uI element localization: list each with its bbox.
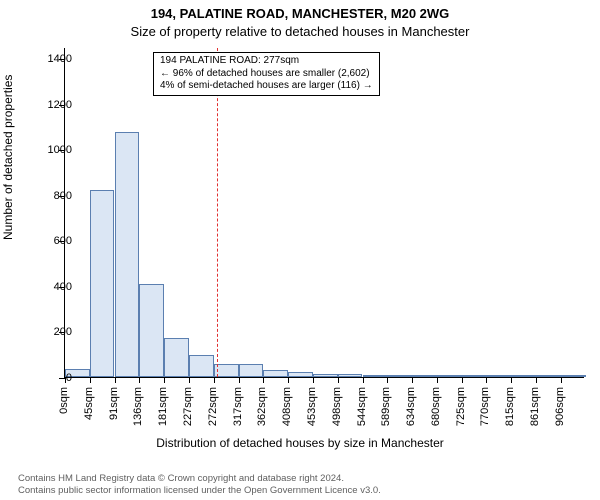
y-tick-label: 200	[54, 326, 72, 338]
x-tick-label: 362sqm	[256, 387, 268, 437]
x-tick-label: 408sqm	[281, 387, 293, 437]
footer-line-2: Contains public sector information licen…	[18, 485, 582, 496]
x-tick	[486, 377, 487, 383]
annotation-line: 4% of semi-detached houses are larger (1…	[160, 80, 373, 93]
x-tick-label: 317sqm	[232, 387, 244, 437]
x-tick-label: 906sqm	[554, 387, 566, 437]
y-tick-label: 0	[66, 372, 72, 384]
x-tick-label: 136sqm	[132, 387, 144, 437]
histogram-bar	[90, 190, 115, 377]
histogram-bar	[139, 284, 164, 377]
x-tick	[462, 377, 463, 383]
x-tick-label: 498sqm	[331, 387, 343, 437]
x-tick	[363, 377, 364, 383]
histogram-bar	[164, 338, 189, 377]
histogram-bar	[115, 132, 140, 377]
histogram-bar	[462, 375, 487, 377]
x-tick-label: 544sqm	[356, 387, 368, 437]
histogram-bar	[486, 375, 511, 377]
x-tick	[139, 377, 140, 383]
y-tick-label: 800	[54, 190, 72, 202]
x-tick-label: 91sqm	[108, 387, 120, 437]
chart-title-2: Size of property relative to detached ho…	[0, 24, 600, 39]
x-tick-label: 272sqm	[207, 387, 219, 437]
x-tick-label: 45sqm	[83, 387, 95, 437]
property-annotation: 194 PALATINE ROAD: 277sqm← 96% of detach…	[153, 52, 380, 96]
x-tick	[511, 377, 512, 383]
x-tick	[313, 377, 314, 383]
x-tick	[561, 377, 562, 383]
x-tick	[387, 377, 388, 383]
x-tick-label: 0sqm	[58, 387, 70, 437]
x-tick	[164, 377, 165, 383]
x-tick-label: 589sqm	[380, 387, 392, 437]
histogram-bar	[189, 355, 214, 377]
x-tick-label: 453sqm	[306, 387, 318, 437]
property-marker-line	[217, 48, 218, 377]
x-tick	[115, 377, 116, 383]
histogram-bar	[338, 374, 363, 377]
x-tick-label: 181sqm	[157, 387, 169, 437]
histogram-bar	[313, 374, 338, 377]
x-tick	[338, 377, 339, 383]
x-tick-label: 815sqm	[504, 387, 516, 437]
footer-line-1: Contains HM Land Registry data © Crown c…	[18, 473, 582, 484]
histogram-bar	[561, 375, 586, 377]
histogram-bar	[412, 375, 437, 377]
histogram-bar	[511, 375, 536, 377]
histogram-bar	[387, 375, 412, 377]
y-axis-label: Number of detached properties	[1, 75, 15, 240]
histogram-bar	[263, 370, 288, 377]
histogram-bar	[239, 364, 264, 377]
footer-attribution: Contains HM Land Registry data © Crown c…	[0, 473, 600, 496]
y-tick-label: 1200	[48, 99, 72, 111]
x-tick-label: 634sqm	[405, 387, 417, 437]
plot-area: 194 PALATINE ROAD: 277sqm← 96% of detach…	[64, 48, 584, 378]
x-tick-label: 725sqm	[455, 387, 467, 437]
x-tick	[412, 377, 413, 383]
x-tick-label: 680sqm	[430, 387, 442, 437]
histogram-bar	[536, 375, 561, 377]
y-tick-label: 1400	[48, 53, 72, 65]
x-axis-label: Distribution of detached houses by size …	[0, 436, 600, 450]
x-tick	[263, 377, 264, 383]
annotation-line: 194 PALATINE ROAD: 277sqm	[160, 55, 373, 68]
x-tick	[214, 377, 215, 383]
x-tick	[288, 377, 289, 383]
x-tick	[239, 377, 240, 383]
chart-title-1: 194, PALATINE ROAD, MANCHESTER, M20 2WG	[0, 6, 600, 21]
x-tick	[437, 377, 438, 383]
histogram-bar	[437, 375, 462, 377]
x-tick	[90, 377, 91, 383]
x-tick-label: 227sqm	[182, 387, 194, 437]
y-tick-label: 600	[54, 235, 72, 247]
x-tick	[189, 377, 190, 383]
y-tick-label: 1000	[48, 144, 72, 156]
y-tick-label: 400	[54, 281, 72, 293]
x-tick-label: 861sqm	[529, 387, 541, 437]
annotation-line: ← 96% of detached houses are smaller (2,…	[160, 68, 373, 81]
x-tick	[536, 377, 537, 383]
histogram-bar	[363, 375, 388, 377]
histogram-bar	[288, 372, 313, 377]
x-tick-label: 770sqm	[479, 387, 491, 437]
